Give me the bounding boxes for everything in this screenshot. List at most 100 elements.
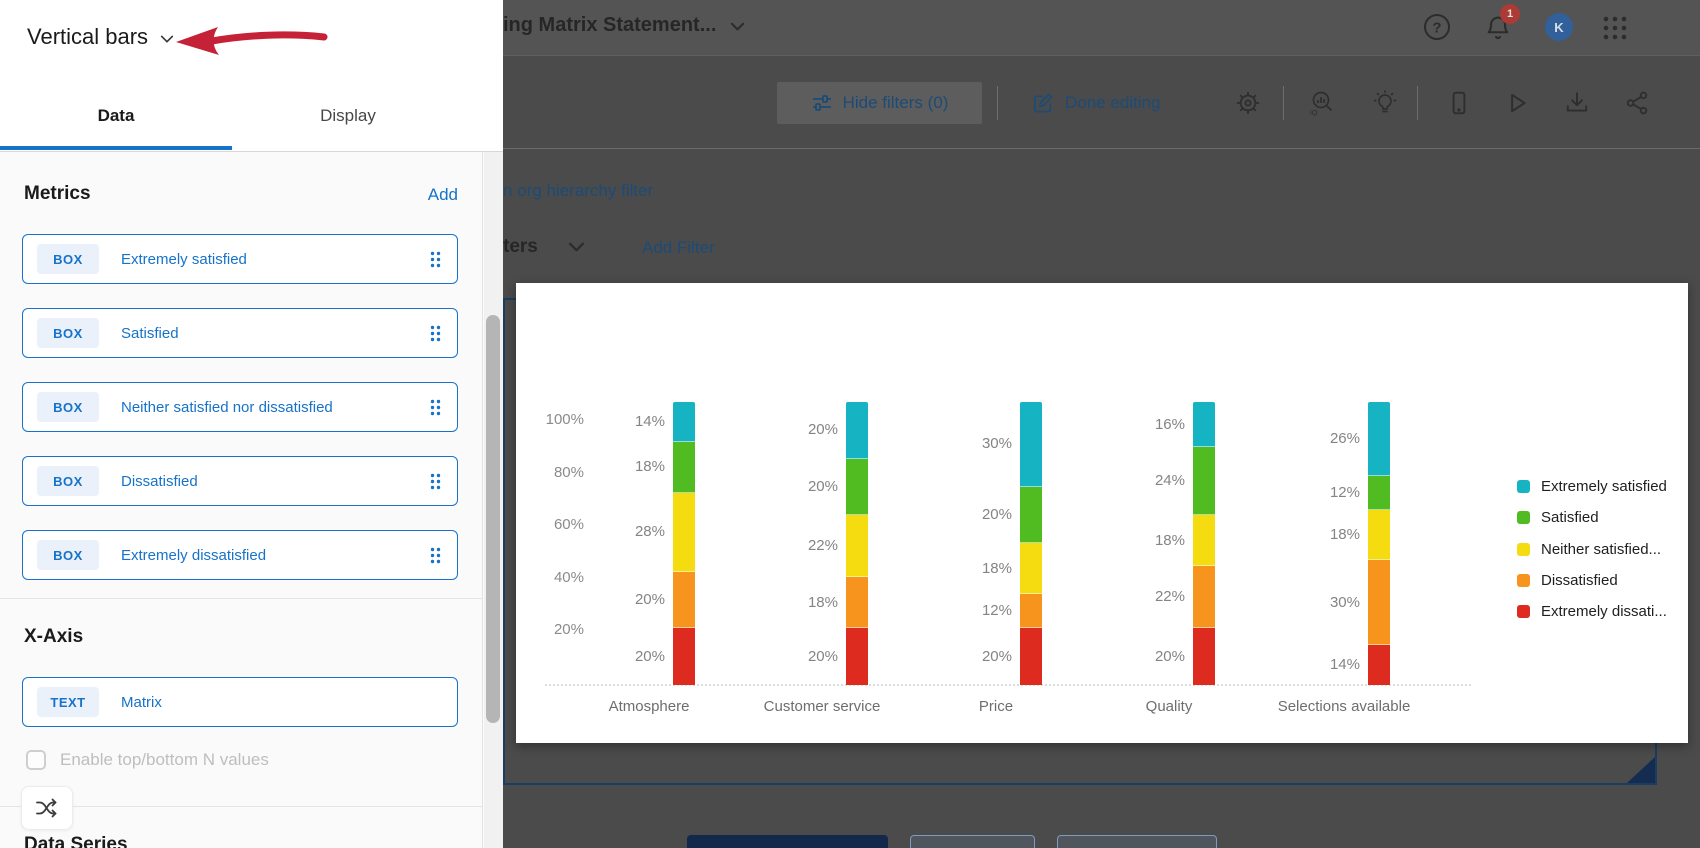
bar-segment[interactable]: [1020, 594, 1042, 629]
bar-segment[interactable]: [1368, 645, 1390, 685]
chevron-down-icon[interactable]: [568, 242, 585, 253]
notifications-bell-icon[interactable]: [1484, 13, 1512, 41]
field-type-badge: TEXT: [37, 687, 99, 717]
swap-axes-button[interactable]: [21, 786, 73, 830]
bottom-secondary-button[interactable]: [1057, 835, 1217, 848]
legend-item[interactable]: Extremely dissati...: [1517, 601, 1667, 622]
legend-item[interactable]: Dissatisfied: [1517, 570, 1618, 591]
top-bottom-n-checkbox[interactable]: [26, 750, 46, 770]
drag-handle-icon[interactable]: [430, 251, 441, 268]
add-filter-link[interactable]: Add Filter: [642, 238, 715, 257]
metric-item[interactable]: BOX Extremely dissatisfied: [22, 530, 458, 580]
y-axis-tick: 40%: [553, 568, 584, 586]
panel-tabs: Data Display: [0, 86, 464, 146]
widget-resize-handle[interactable]: [1627, 757, 1655, 783]
legend-item[interactable]: Neither satisfied...: [1517, 539, 1661, 560]
bar-segment[interactable]: [846, 515, 868, 578]
bar-segment[interactable]: [1020, 543, 1042, 595]
panel-scrollbar-track[interactable]: [484, 152, 503, 848]
bar-segment[interactable]: [1193, 402, 1215, 448]
toolbar-divider: [1417, 86, 1418, 120]
bar-segment[interactable]: [673, 402, 695, 442]
data-label: 30%: [1329, 593, 1360, 611]
play-icon[interactable]: [1504, 90, 1530, 116]
bar-segment[interactable]: [1193, 515, 1215, 567]
tab-data[interactable]: Data: [97, 106, 135, 125]
bar-segment[interactable]: [846, 577, 868, 629]
drag-handle-icon[interactable]: [430, 399, 441, 416]
toolbar-bottom-divider: [0, 148, 1700, 149]
legend-swatch: [1517, 573, 1530, 587]
bar-segment[interactable]: [1368, 402, 1390, 476]
field-type-badge: BOX: [37, 540, 99, 570]
category-label: Selections available: [1277, 698, 1411, 715]
hide-filters-button[interactable]: Hide filters (0): [777, 82, 982, 124]
metric-item[interactable]: BOX Satisfied: [22, 308, 458, 358]
svg-text:iQ: iQ: [1310, 108, 1318, 116]
bar-segment[interactable]: [673, 492, 695, 572]
share-icon[interactable]: [1624, 90, 1650, 116]
chart-type-dropdown[interactable]: Vertical bars: [27, 24, 174, 50]
bar-segment[interactable]: [846, 628, 868, 685]
metric-label: Dissatisfied: [121, 472, 198, 490]
help-icon[interactable]: ?: [1423, 13, 1451, 41]
bar-segment[interactable]: [1020, 628, 1042, 685]
bar-segment[interactable]: [1368, 509, 1390, 561]
data-label: 20%: [1154, 647, 1185, 665]
bottom-primary-button[interactable]: [687, 835, 888, 848]
y-axis-tick: 60%: [553, 516, 584, 534]
bar-segment[interactable]: [673, 628, 695, 685]
bar-customer-service: [846, 402, 868, 685]
metric-label: Extremely satisfied: [121, 250, 247, 268]
lightbulb-icon[interactable]: [1372, 90, 1398, 116]
bar-segment[interactable]: [673, 571, 695, 629]
filters-dropdown[interactable]: ters: [503, 236, 538, 257]
field-type-badge: BOX: [37, 466, 99, 496]
bar-segment[interactable]: [1368, 560, 1390, 646]
bar-segment[interactable]: [846, 458, 868, 516]
bar-segment[interactable]: [1193, 447, 1215, 516]
panel-scrollbar-thumb[interactable]: [486, 315, 500, 723]
top-bottom-n-label: Enable top/bottom N values: [60, 750, 269, 769]
done-editing-button[interactable]: Done editing: [1031, 82, 1160, 124]
settings-gear-icon[interactable]: [1235, 90, 1261, 116]
analyze-iq-icon[interactable]: iQ: [1309, 90, 1335, 117]
metric-item[interactable]: BOX Extremely satisfied: [22, 234, 458, 284]
bar-segment[interactable]: [1020, 402, 1042, 487]
data-label: 16%: [1154, 415, 1185, 433]
tab-display[interactable]: Display: [320, 106, 376, 125]
mobile-preview-icon[interactable]: [1446, 90, 1472, 116]
widget-title-dropdown[interactable]: ing Matrix Statement...: [503, 14, 745, 37]
drag-handle-icon[interactable]: [430, 547, 441, 564]
download-icon[interactable]: [1564, 90, 1590, 116]
legend-label: Dissatisfied: [1541, 571, 1618, 589]
bar-segment[interactable]: [1193, 566, 1215, 629]
bar-segment[interactable]: [846, 402, 868, 459]
bar-segment[interactable]: [1193, 628, 1215, 685]
add-metric-button[interactable]: Add: [427, 185, 458, 204]
bar-segment[interactable]: [1020, 486, 1042, 544]
data-label: 20%: [807, 477, 838, 495]
legend-item[interactable]: Satisfied: [1517, 507, 1599, 528]
bar-segment[interactable]: [1368, 475, 1390, 510]
bar-segment[interactable]: [673, 441, 695, 493]
chevron-down-icon: [731, 22, 745, 31]
drag-handle-icon[interactable]: [430, 473, 441, 490]
metric-label: Neither satisfied nor dissatisfied: [121, 398, 333, 416]
legend-item[interactable]: Extremely satisfied: [1517, 476, 1667, 497]
metric-item[interactable]: BOX Dissatisfied: [22, 456, 458, 506]
field-type-badge: BOX: [37, 244, 99, 274]
metric-item[interactable]: BOX Neither satisfied nor dissatisfied: [22, 382, 458, 432]
data-series-heading: Data Series: [24, 834, 128, 848]
bottom-secondary-button[interactable]: [910, 835, 1035, 848]
bar-atmosphere: [673, 402, 695, 685]
avatar[interactable]: K: [1545, 13, 1573, 41]
data-label: 20%: [981, 506, 1012, 524]
drag-handle-icon[interactable]: [430, 325, 441, 342]
data-label: 12%: [981, 602, 1012, 620]
x-axis-field[interactable]: TEXT Matrix: [22, 677, 458, 727]
app-grid-icon[interactable]: [1601, 14, 1629, 42]
org-hierarchy-filter-link[interactable]: n org hierarchy filter: [503, 181, 654, 200]
data-label: 14%: [634, 412, 665, 430]
